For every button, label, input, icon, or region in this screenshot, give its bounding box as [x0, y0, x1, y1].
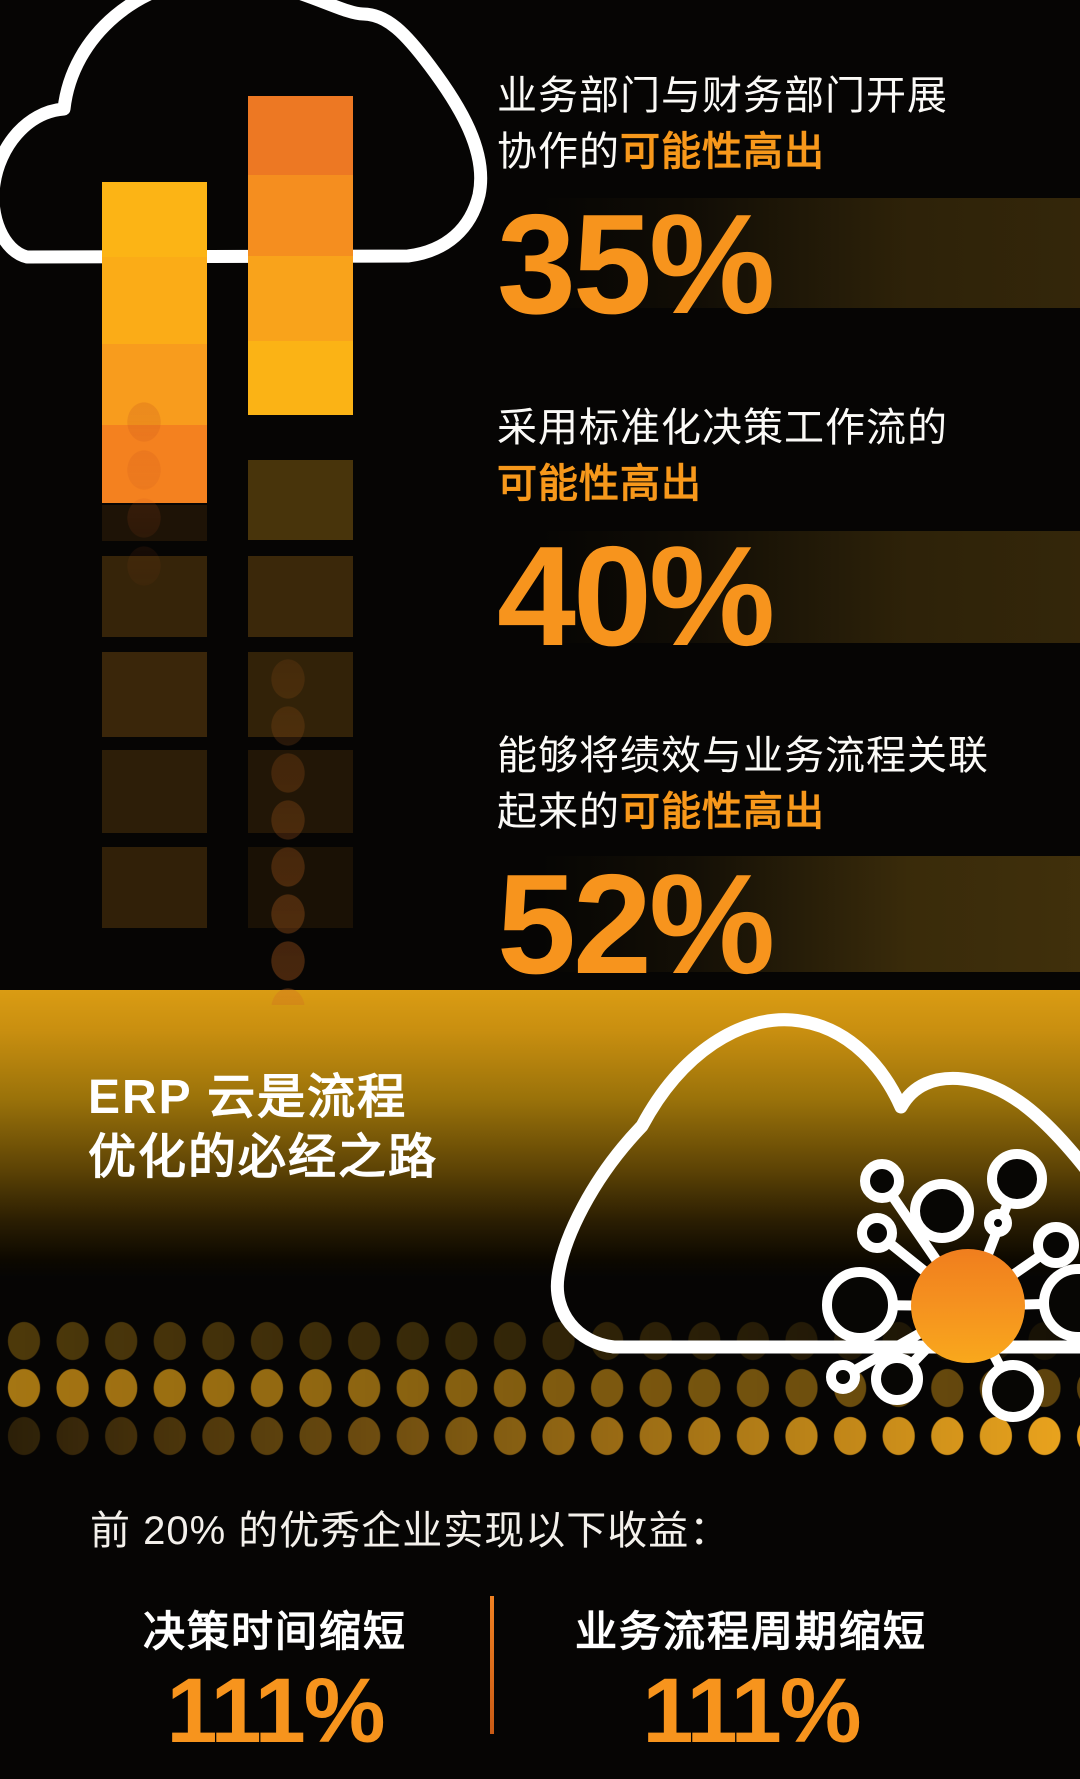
stat-text-highlight: 可能性高出 [620, 130, 825, 174]
banner-title: ERP 云是流程 优化的必经之路 [88, 1068, 438, 1188]
stat-text-line2: 起来的可能性高出 [497, 784, 1080, 840]
benefit-process-cycle: 业务流程周期缩短 111% [560, 1598, 942, 1757]
bottom-intro-text: 前 20% 的优秀企业实现以下收益： [90, 1509, 731, 1553]
reflection-segment [102, 652, 207, 737]
stat-text-highlight: 可能性高出 [497, 462, 702, 506]
stat-text-prefix: 起来的 [497, 790, 620, 834]
stat-block-workflow: 采用标准化决策工作流的 可能性高出 40% [497, 400, 1080, 668]
stat-text-line2: 可能性高出 [497, 456, 1080, 512]
benefit-divider [490, 1596, 494, 1734]
benefit-label: 业务流程周期缩短 [574, 1608, 927, 1655]
reflection-segment [102, 505, 207, 541]
stat-text-line1: 能够将绩效与业务流程关联 [497, 734, 989, 778]
banner-title-line2: 优化的必经之路 [88, 1131, 439, 1184]
stat-value: 35% [497, 185, 775, 344]
reflection-segment [248, 460, 353, 540]
stat-value-band [540, 531, 1080, 643]
dot-row [0, 1365, 1080, 1411]
banner-title-line1: ERP 云是流程 [88, 1071, 408, 1124]
stat-text-prefix: 协作的 [497, 130, 620, 174]
bar-segment [248, 175, 353, 256]
stat-value-band [540, 198, 1080, 308]
reflection-segment [248, 556, 353, 637]
benefit-decision-time: 决策时间缩短 111% [85, 1598, 465, 1757]
reflection-segment [248, 847, 353, 928]
stat-block-performance: 能够将绩效与业务流程关联 起来的可能性高出 52% [497, 728, 1080, 996]
bar-segment [102, 257, 207, 344]
reflection-segment [248, 652, 353, 737]
bar-segment [102, 182, 207, 257]
reflection-segment [248, 750, 353, 833]
stat-text-line2: 协作的可能性高出 [497, 124, 1080, 180]
bar-segment [248, 96, 353, 175]
reflection-dot-column [265, 655, 311, 1005]
stat-value: 40% [497, 517, 775, 676]
stat-value-band [540, 856, 1080, 972]
stat-block-collaboration: 业务部门与财务部门开展 协作的可能性高出 35% [497, 68, 1080, 336]
stat-text-line1: 采用标准化决策工作流的 [497, 406, 948, 450]
bar-segment [102, 344, 207, 425]
benefit-label: 决策时间缩短 [142, 1608, 407, 1655]
bar-segment [248, 256, 353, 341]
stat-text-line1: 业务部门与财务部门开展 [497, 74, 948, 118]
dot-row [0, 1318, 1080, 1364]
benefit-value: 111% [166, 1660, 385, 1762]
reflection-segment [102, 750, 207, 833]
benefit-value: 111% [642, 1660, 861, 1762]
reflection-segment [102, 556, 207, 637]
dot-row [0, 1413, 1080, 1459]
stat-text-highlight: 可能性高出 [620, 790, 825, 834]
stat-value: 52% [497, 845, 775, 1004]
bar-segment [248, 341, 353, 415]
bar-segment [102, 425, 207, 503]
reflection-dot-column [121, 398, 167, 593]
reflection-segment [102, 847, 207, 928]
